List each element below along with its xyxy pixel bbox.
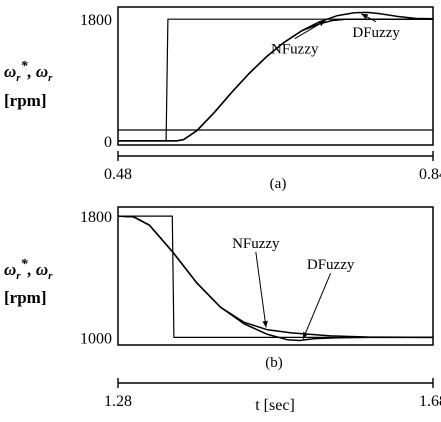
panel-b-annotation-arrowhead-0 <box>262 320 268 328</box>
panel-b-x-tick-label-1: 1.68 <box>419 393 441 410</box>
panel-a-annotation-arrowhead-0 <box>318 20 326 27</box>
panel-b-xlabel: t [sec] <box>255 397 295 414</box>
panel-b-x-tick-label-0: 1.28 <box>104 393 132 410</box>
panel-b-annotation-arrow-0 <box>255 251 267 328</box>
panel-b-y-tick-label-1: 1000 <box>80 330 112 347</box>
panel-b-y-tick-label-0: 1800 <box>80 209 112 226</box>
panel-a-annotation-dfuzzy: DFuzzy <box>352 25 400 41</box>
panel-b-label: (b) <box>265 355 283 371</box>
panel-a-series-dfuzzy <box>118 11 434 142</box>
panel-a-x-tick-label-0: 0.48 <box>104 166 132 183</box>
panel-a: ωr*,ωr [rpm] 1800 0 NFuzzy DFuzzy 0.48 0.84… <box>4 6 441 192</box>
panel-b-series-reference <box>118 215 433 338</box>
panel-b-ylabel-symbol: ωr*, ωr <box>4 257 53 282</box>
panel-b-plot-frame <box>117 206 434 346</box>
panel-b-annotation-nfuzzy: NFuzzy <box>232 236 280 252</box>
panel-a-ylabel-symbol: ωr*, ωr <box>4 59 53 84</box>
panel-b-ylabel-unit: [rpm] <box>4 288 46 307</box>
panel-a-annotation-nfuzzy: NFuzzy <box>271 42 319 58</box>
panel-b-annotation-arrowhead-1 <box>303 331 309 339</box>
panel-a-x-tick-label-1: 0.84 <box>419 166 441 183</box>
panel-b-annotation-dfuzzy: DFuzzy <box>307 257 355 273</box>
panel-a-plot-frame <box>117 6 434 146</box>
panel-a-label: (a) <box>270 176 287 192</box>
panel-b-series-nfuzzy <box>117 215 434 339</box>
panel-a-ylabel-unit: [rpm] <box>4 91 46 110</box>
panel-b: ωr*, ωr [rpm] 1800 1000 NFuzzy DFuzzy (b) 1… <box>4 206 441 414</box>
panel-a-y-tick-label-1: 0 <box>104 134 112 151</box>
panel-b-series-dfuzzy <box>117 215 433 342</box>
panel-a-y-tick-label-0: 1800 <box>80 12 112 29</box>
panel-b-annotation-arrow-1 <box>302 272 332 340</box>
panel-a-annotation-arrowhead-1 <box>361 13 369 20</box>
